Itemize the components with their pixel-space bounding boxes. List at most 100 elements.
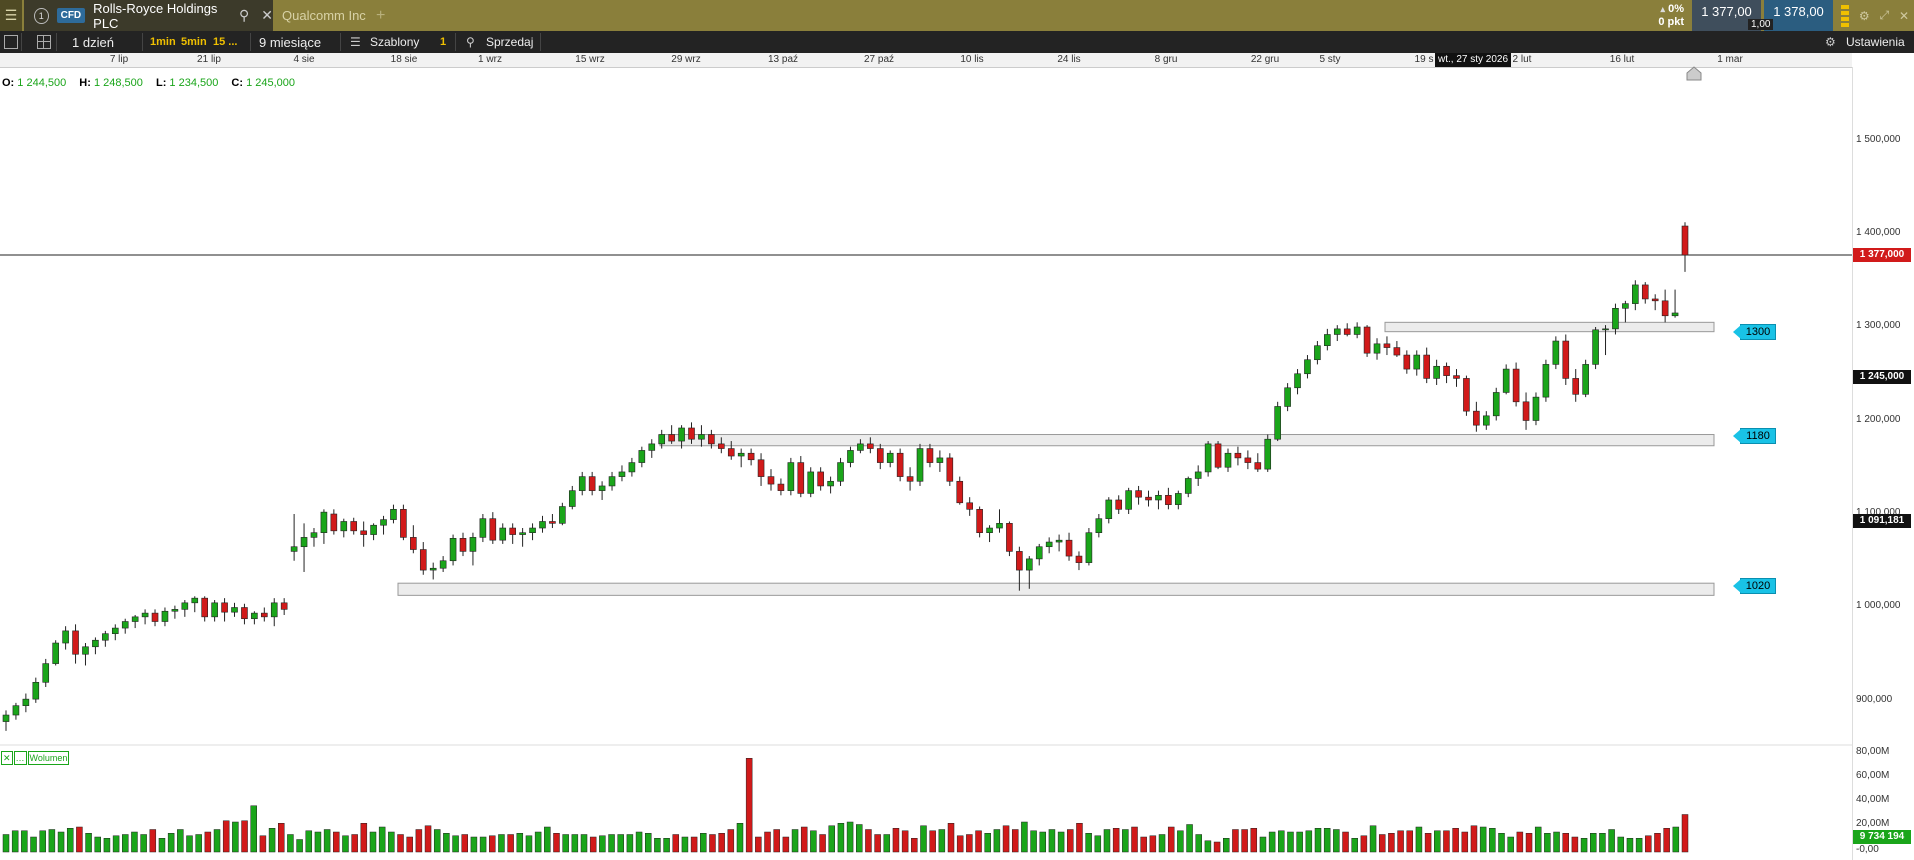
candle-body (300, 537, 308, 548)
volume-bar (388, 831, 395, 853)
volume-bar (2, 834, 10, 853)
candle-body (1035, 546, 1043, 560)
candle-body (270, 602, 278, 618)
expand-icon[interactable]: ⤢ (1879, 8, 1890, 22)
range-selector[interactable]: 9 miesiące (259, 34, 322, 50)
close-volume-icon[interactable]: ✕ (1, 751, 13, 765)
volume-bar (287, 834, 294, 853)
close-icon[interactable]: ✕ (261, 7, 273, 23)
templates-button[interactable]: Szablony (370, 35, 420, 49)
candle-body (777, 483, 785, 491)
volume-bar (1342, 831, 1349, 853)
volume-bar (268, 828, 276, 853)
tab-active-instrument[interactable]: 1 CFD Rolls-Royce Holdings PLC ⚲ ✕ (24, 0, 273, 31)
candle-body (2, 714, 10, 722)
candle-body (1393, 347, 1401, 356)
volume-bar (837, 823, 845, 853)
candle-body (439, 560, 447, 569)
templates-icon[interactable]: ☰ (350, 35, 361, 49)
volume-bar (800, 826, 808, 853)
volume-bar (1599, 833, 1606, 853)
date-label: 21 lip (197, 54, 221, 65)
candle-body (1175, 493, 1182, 505)
volume-bar (1158, 834, 1166, 853)
settings-gear-icon[interactable]: ⚙ (1825, 35, 1836, 49)
volume-bar (222, 820, 230, 853)
volume-bar (791, 829, 799, 853)
volume-bar (1094, 835, 1102, 853)
date-label: 7 lip (109, 54, 129, 65)
candle-body (429, 567, 437, 571)
candle-body (1155, 494, 1162, 501)
add-tab-button[interactable]: + (376, 6, 386, 24)
volume-bar (461, 834, 468, 853)
spread-value: 1,00 (1748, 19, 1774, 30)
price-label: 1 100,000 (1856, 507, 1901, 518)
volume-bar (644, 833, 652, 853)
volume-bar (103, 838, 111, 853)
menu-icon[interactable]: ☰ (0, 0, 22, 31)
sell-tag-icon[interactable]: ⚲ (466, 35, 475, 49)
sell-price-button[interactable]: 1 377,00 (1692, 0, 1761, 31)
candle-body (588, 476, 596, 491)
zone-label-1180[interactable]: 1180 (1733, 428, 1776, 444)
volume-bar (525, 835, 533, 853)
candle-body (817, 471, 824, 487)
candle-body (1423, 354, 1430, 379)
candle-body (1045, 541, 1053, 548)
volume-bar (250, 805, 257, 853)
volume-menu-icon[interactable]: … (13, 751, 27, 765)
list-icon[interactable] (4, 31, 18, 53)
volume-bar (681, 836, 689, 853)
candle-body (688, 427, 695, 440)
volume-bar (277, 823, 285, 853)
candle-body (350, 521, 358, 532)
volume-bar (167, 833, 175, 853)
candle-body (1224, 452, 1232, 468)
buy-price-button[interactable]: 1 378,00 (1764, 0, 1833, 31)
volume-bar (369, 831, 377, 853)
date-label: 19 s (1414, 54, 1434, 65)
close-label: C: (231, 77, 244, 89)
candle-body (747, 452, 755, 461)
candle-body (380, 519, 387, 526)
volume-bar (635, 831, 643, 853)
period-selector[interactable]: 1 dzień (72, 34, 114, 50)
candle-body (499, 527, 507, 541)
interval-5min[interactable]: 5min (181, 36, 207, 48)
volume-bar (1645, 835, 1652, 853)
candle-body (1403, 354, 1411, 370)
tab-second-instrument[interactable]: Qualcomm Inc (282, 8, 366, 23)
candle-body (767, 476, 775, 485)
volume-bar (1580, 838, 1588, 853)
candle-body (1463, 378, 1470, 412)
sell-price: 1 377,00 (1701, 4, 1752, 19)
candle-body (936, 457, 944, 463)
volume-bar (1039, 831, 1047, 853)
interval-15min[interactable]: 15 ... (213, 36, 238, 48)
interval-1min[interactable]: 1min (150, 36, 176, 48)
sell-button[interactable]: Sprzedaj (486, 35, 534, 49)
zone-label-1300[interactable]: 1300 (1733, 324, 1776, 340)
close-window-icon[interactable]: ✕ (1898, 8, 1910, 23)
settings-button[interactable]: Ustawienia (1846, 35, 1905, 49)
candle-body (1632, 284, 1639, 304)
volume-bar (1232, 829, 1239, 853)
candle-body (827, 480, 834, 487)
zone-label-1020[interactable]: 1020 (1733, 578, 1776, 594)
candle-body (161, 610, 169, 622)
tools-icon[interactable]: ⚙ (1858, 8, 1870, 23)
volume-bar (975, 830, 982, 853)
volume-bar (296, 839, 303, 853)
volume-bar (966, 834, 973, 853)
volume-bar (663, 838, 670, 853)
candle-body (1522, 401, 1530, 421)
layout-icon[interactable] (37, 31, 51, 53)
volume-bar (470, 836, 478, 853)
search-icon[interactable]: ⚲ (239, 7, 250, 23)
volume-bar (489, 835, 496, 853)
candle-body (141, 612, 149, 618)
candle-body (261, 612, 268, 618)
volume-bar (48, 829, 56, 853)
